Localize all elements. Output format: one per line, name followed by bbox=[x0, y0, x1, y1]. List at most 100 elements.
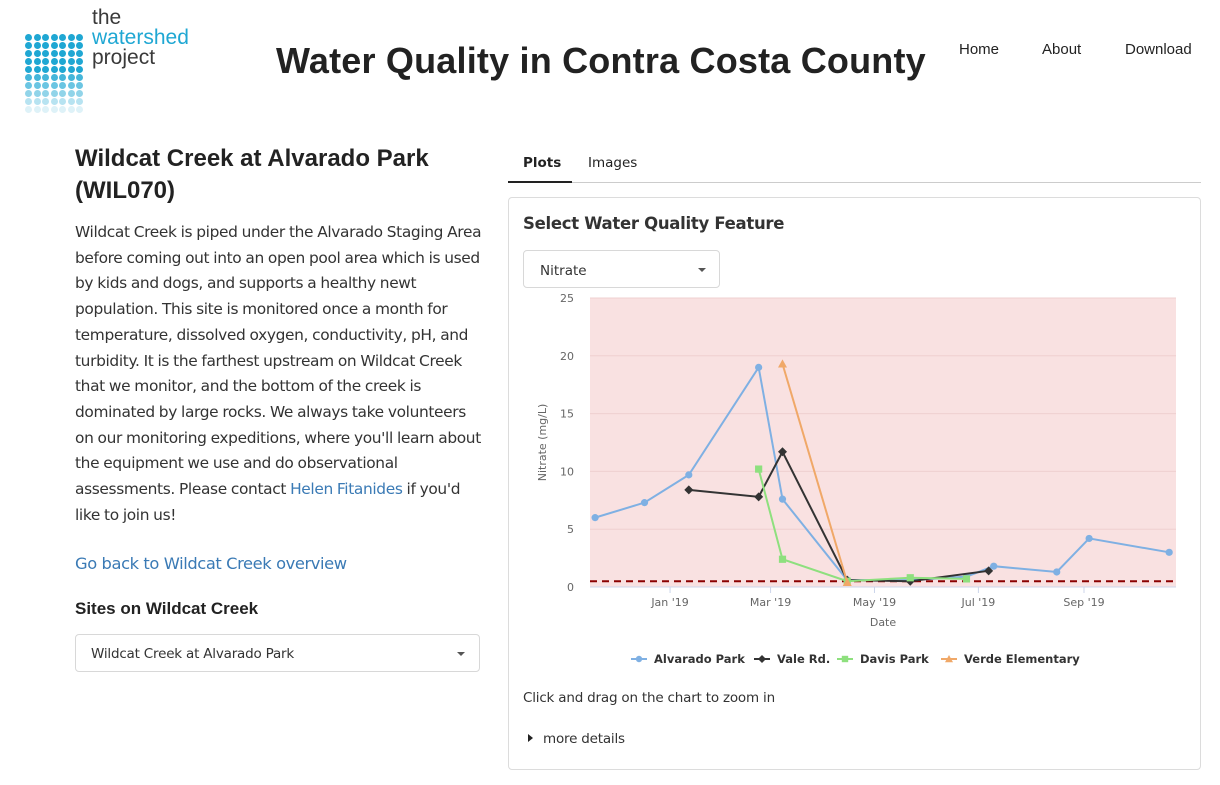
series-line bbox=[688, 449, 989, 583]
logo-dot bbox=[42, 90, 49, 97]
logo-dot bbox=[67, 74, 75, 81]
y-tick-label: 0 bbox=[567, 581, 574, 594]
data-point bbox=[984, 566, 994, 576]
data-point bbox=[754, 492, 764, 502]
x-axis: Jan '19 Mar '19 May '19 Jul '19 Sep '19 bbox=[590, 586, 1176, 609]
logo-dot bbox=[42, 98, 49, 105]
logo-dot bbox=[67, 50, 75, 57]
logo-dot bbox=[50, 90, 58, 97]
logo-dot bbox=[59, 58, 66, 65]
logo-dot bbox=[76, 98, 83, 105]
back-to-overview-link[interactable]: Go back to Wildcat Creek overview bbox=[75, 554, 347, 574]
data-point bbox=[758, 655, 766, 663]
more-details-toggle[interactable]: more details bbox=[528, 731, 625, 747]
chart-legend: Alvarado Park Vale Rd. Davis Park Verde Ele… bbox=[631, 652, 1080, 666]
site-select[interactable]: Wildcat Creek at Alvarado Park bbox=[75, 634, 480, 673]
page-title: Water Quality in Contra Costa County bbox=[276, 40, 926, 81]
contact-link[interactable]: Helen Fitanides bbox=[290, 480, 403, 499]
data-point bbox=[990, 562, 998, 570]
logo-line-3: project bbox=[92, 46, 156, 69]
nitrate-chart[interactable]: 0 5 10 15 20 25 Jan '19 Mar '19 May '19 Jul '19 S… bbox=[509, 288, 1199, 683]
data-point bbox=[778, 495, 787, 503]
logo-dot bbox=[76, 50, 83, 57]
y-tick-label: 15 bbox=[560, 408, 574, 421]
logo-dot bbox=[42, 74, 49, 81]
logo-dots-icon bbox=[25, 34, 85, 114]
logo-dot bbox=[59, 66, 66, 73]
logo-dot bbox=[25, 82, 32, 89]
logo-dot bbox=[59, 42, 66, 49]
logo-dot bbox=[67, 98, 75, 105]
nav-about-link[interactable]: About bbox=[1042, 41, 1082, 58]
logo-dot bbox=[33, 74, 41, 81]
watershed-project-logo[interactable]: the watershed project bbox=[25, 7, 225, 114]
panel-title: Select Water Quality Feature bbox=[523, 214, 785, 233]
legend-item[interactable]: Alvarado Park bbox=[631, 652, 745, 666]
logo-dot bbox=[76, 74, 83, 81]
logo-dot bbox=[42, 58, 49, 65]
logo-dot bbox=[25, 50, 32, 57]
logo-dot bbox=[33, 66, 41, 73]
logo-dot bbox=[76, 66, 83, 73]
logo-dot bbox=[76, 58, 83, 65]
data-point bbox=[635, 655, 643, 663]
legend-label: Verde Elementary bbox=[964, 652, 1080, 666]
y-tick-label: 25 bbox=[560, 292, 574, 305]
tab-plots[interactable]: Plots bbox=[523, 155, 562, 171]
logo-dot bbox=[50, 74, 58, 81]
logo-dot bbox=[33, 42, 41, 49]
nav-home-link[interactable]: Home bbox=[959, 41, 1000, 58]
y-tick-label: 10 bbox=[560, 465, 574, 478]
logo-dot bbox=[50, 42, 58, 49]
legend-label: Vale Rd. bbox=[777, 652, 830, 666]
logo-dot bbox=[50, 66, 58, 73]
x-axis-label: Date bbox=[870, 616, 897, 629]
data-point bbox=[640, 499, 649, 507]
data-point bbox=[777, 359, 787, 368]
y-tick-label: 20 bbox=[560, 350, 574, 363]
logo-dot bbox=[25, 66, 32, 73]
logo-dot bbox=[33, 50, 41, 57]
data-point bbox=[841, 655, 849, 663]
logo-dot bbox=[59, 74, 66, 81]
logo-dot bbox=[25, 98, 32, 105]
data-point bbox=[906, 574, 914, 582]
nav-download-link[interactable]: Download bbox=[1125, 41, 1192, 58]
logo-dot bbox=[67, 34, 75, 41]
logo-dot bbox=[50, 50, 58, 57]
logo-dot bbox=[76, 106, 83, 113]
data-point bbox=[778, 555, 787, 563]
data-point bbox=[962, 575, 971, 583]
x-tick-label: May '19 bbox=[853, 596, 896, 609]
logo-dot bbox=[42, 50, 49, 57]
feature-select-value: Nitrate bbox=[540, 263, 587, 279]
legend-label: Davis Park bbox=[860, 652, 929, 666]
logo-dot bbox=[67, 82, 75, 89]
logo-dot bbox=[76, 34, 83, 41]
series-layer bbox=[591, 359, 1173, 586]
logo-dot bbox=[33, 82, 41, 89]
legend-item[interactable]: Davis Park bbox=[837, 652, 929, 666]
x-tick-label: Sep '19 bbox=[1063, 596, 1104, 609]
logo-dot bbox=[76, 42, 83, 49]
feature-select[interactable]: Nitrate bbox=[523, 250, 720, 288]
tab-images[interactable]: Images bbox=[588, 155, 638, 171]
logo-dot bbox=[67, 42, 75, 49]
y-axis: 0 5 10 15 20 25 bbox=[560, 292, 1176, 594]
logo-dot bbox=[76, 82, 83, 89]
logo-dot bbox=[59, 106, 66, 113]
logo-dot bbox=[59, 90, 66, 97]
caret-right-icon bbox=[528, 734, 533, 742]
data-point bbox=[755, 465, 763, 473]
logo-dot bbox=[67, 58, 75, 65]
more-details-label: more details bbox=[543, 731, 625, 747]
logo-dot bbox=[50, 82, 58, 89]
data-point bbox=[685, 471, 693, 479]
logo-dot bbox=[59, 98, 66, 105]
logo-dot bbox=[25, 74, 32, 81]
legend-item[interactable]: Verde Elementary bbox=[941, 652, 1080, 666]
legend-item[interactable]: Vale Rd. bbox=[754, 652, 830, 666]
logo-dot bbox=[59, 82, 66, 89]
legend-label: Alvarado Park bbox=[654, 652, 745, 666]
data-point bbox=[591, 514, 599, 522]
